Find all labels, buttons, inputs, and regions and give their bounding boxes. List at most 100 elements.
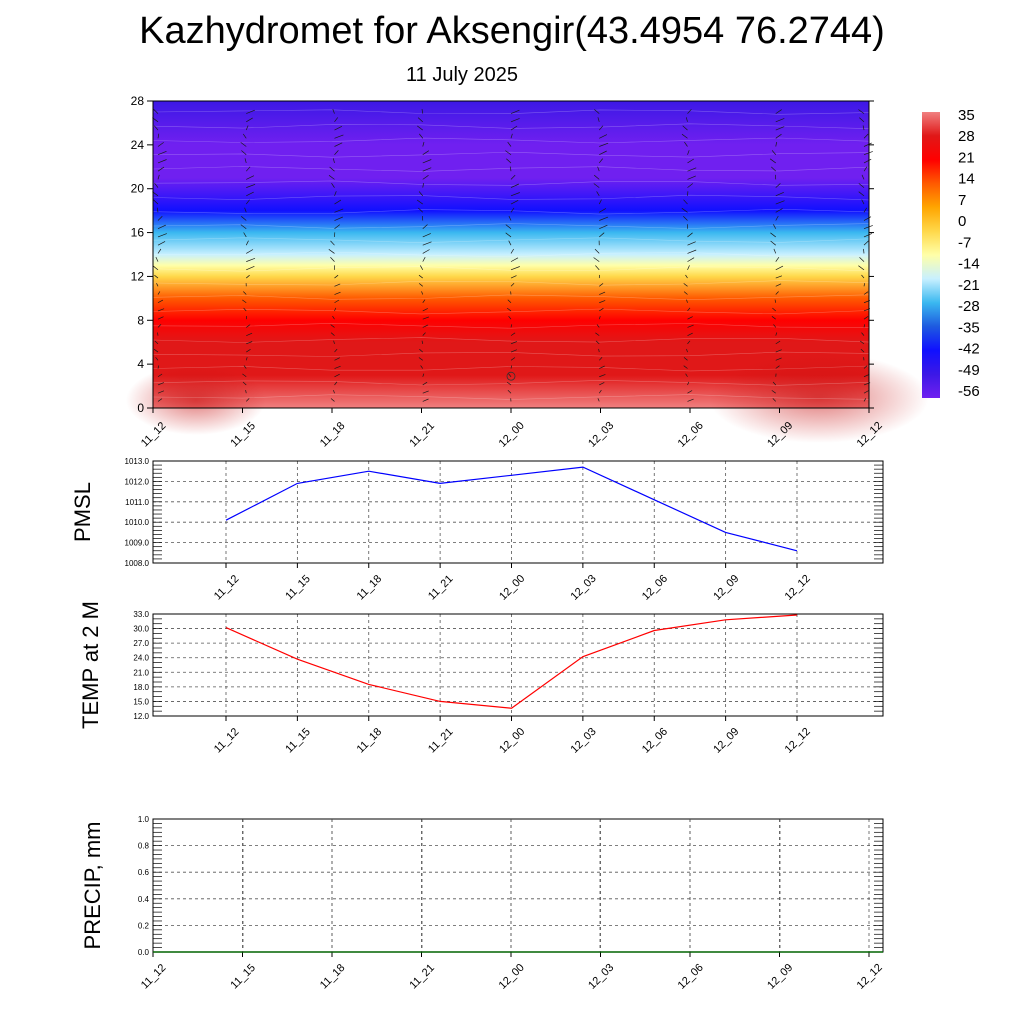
colorbar: 35 28 21 14 7 0 -7 -14 -21 -28 -35 -42 -49 -56	[922, 107, 980, 400]
wind-barb	[687, 307, 691, 312]
wind-barb	[510, 118, 520, 123]
colorbar-label: 35	[958, 107, 975, 124]
temp2m-x-tick-label: 12_09	[711, 726, 741, 756]
wind-barb	[772, 381, 777, 386]
wind-barb	[422, 141, 425, 147]
heatmap-contour-line	[152, 237, 870, 244]
pmsl-y-tick-label: 1013.0	[125, 457, 150, 466]
colorbar-scale	[922, 112, 940, 398]
pmsl-frame	[152, 460, 884, 564]
wind-barb	[863, 225, 873, 230]
wind-barb	[858, 183, 865, 188]
heatmap-contour-line	[152, 223, 870, 229]
wind-barb	[422, 332, 426, 336]
wind-barb	[773, 324, 777, 328]
heatmap-contour-line	[152, 109, 870, 115]
wind-barb	[863, 216, 872, 221]
wind-barb	[687, 175, 696, 180]
wind-barb	[595, 340, 600, 345]
wind-barb	[246, 175, 255, 180]
wind-barb	[599, 374, 606, 378]
wind-barb	[863, 390, 869, 394]
wind-barb	[687, 398, 694, 402]
wind-barb	[863, 166, 868, 172]
wind-barb	[775, 291, 779, 295]
wind-barb	[422, 241, 432, 246]
wind-barb	[157, 324, 162, 328]
wind-barb	[157, 316, 164, 320]
heatmap-contour-line	[152, 337, 870, 343]
wind-barb	[418, 274, 423, 279]
colorbar-label: -28	[958, 298, 980, 315]
heatmap-contour-line	[152, 351, 870, 357]
wind-barb	[334, 142, 343, 147]
wind-barb	[154, 274, 159, 279]
wind-barb	[334, 357, 340, 361]
wind-barb	[775, 349, 782, 353]
wind-barb	[858, 109, 865, 114]
wind-barb	[329, 166, 335, 172]
wind-barb	[242, 381, 247, 386]
wind-barb	[687, 390, 693, 394]
wind-barb	[417, 117, 423, 123]
wind-barb	[422, 150, 429, 156]
wind-barb	[510, 341, 518, 345]
wind-barb	[510, 332, 516, 336]
temp2m-y-tick-label: 15.0	[133, 697, 149, 706]
wind-barb	[687, 265, 690, 270]
wind-barb	[155, 357, 159, 361]
heatmap-contour-line	[153, 251, 870, 258]
wind-barb	[422, 175, 429, 180]
colorbar-label: -49	[958, 362, 980, 379]
wind-barb	[506, 381, 512, 386]
temp2m-y-tick-label: 21.0	[133, 668, 149, 677]
wind-barb	[510, 183, 520, 188]
pmsl-x-tick-label: 11_15	[283, 573, 313, 603]
wind-barb	[861, 174, 865, 180]
wind-barb	[687, 249, 697, 254]
wind-barb	[775, 109, 782, 114]
wind-barb	[863, 142, 872, 147]
wind-barb	[422, 390, 429, 394]
wind-barb	[156, 207, 159, 213]
wind-barb	[328, 249, 335, 254]
heatmap-y-tick-label: 0	[137, 401, 144, 415]
temp2m-y-tick-label: 24.0	[133, 654, 149, 663]
heatmap-contour-line	[152, 151, 870, 158]
wind-barb	[861, 199, 865, 205]
heatmap-x-tick-label: 12_06	[676, 420, 706, 450]
precip-x-tick-label: 11_15	[228, 962, 258, 992]
wind-barb	[507, 141, 512, 147]
wind-barb	[422, 183, 424, 188]
wind-barb	[598, 125, 604, 131]
wind-barb	[687, 324, 694, 328]
wind-barb	[334, 224, 341, 230]
wind-barb	[510, 199, 519, 205]
wind-barb	[332, 108, 335, 114]
wind-barb	[687, 332, 693, 336]
wind-barb	[775, 191, 784, 197]
wind-barb	[243, 365, 247, 369]
pmsl-y-tick-label: 1008.0	[125, 559, 150, 568]
heatmap-y-tick-label: 16	[131, 226, 145, 240]
wind-barb	[157, 373, 163, 378]
wind-barb	[422, 373, 425, 377]
wind-barb	[416, 199, 423, 205]
wind-barb	[683, 365, 688, 369]
wind-barb	[418, 283, 423, 287]
wind-barb	[863, 316, 869, 320]
wind-barb	[157, 299, 164, 304]
wind-barb	[510, 125, 518, 131]
wind-barb	[595, 332, 600, 336]
wind-barb	[510, 192, 520, 197]
pmsl-x-tick-label: 12_12	[783, 573, 813, 603]
heatmap-y-tick-label: 20	[131, 182, 145, 196]
wind-barb	[598, 389, 602, 394]
temp2m-panel: 12.0 15.0 18.0 21.0 24.0 27.0 30.0 33.0 TEMP at …	[78, 601, 884, 756]
temp2m-x-tick-label: 12_12	[783, 726, 813, 756]
heatmap-y-tick-label: 24	[131, 138, 145, 152]
heatmap-surface-warm-area	[125, 365, 266, 435]
wind-barb	[240, 142, 247, 147]
pmsl-x-tick-label: 11_12	[212, 573, 242, 603]
chart-subtitle: 11 July 2025	[406, 64, 518, 86]
